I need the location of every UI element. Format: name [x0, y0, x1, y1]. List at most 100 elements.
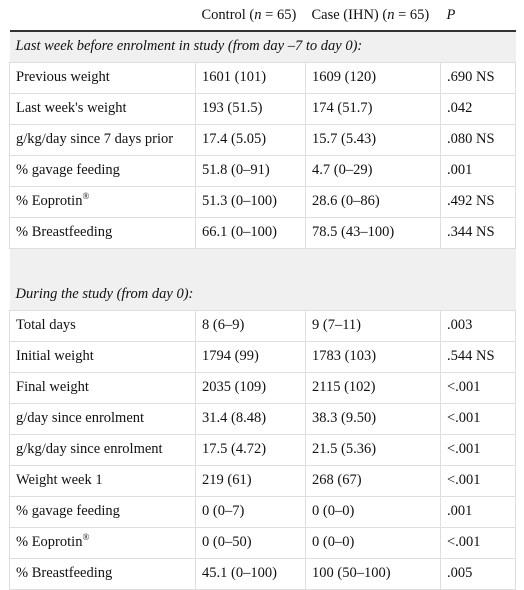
control-value: 17.4 (5.05) [195, 124, 306, 156]
case-value: 2115 (102) [305, 372, 441, 404]
p-value: .001 [440, 155, 516, 187]
p-value: <.001 [440, 434, 516, 466]
row-label: % Breastfeeding [9, 558, 196, 590]
table-row: Initial weight 1794 (99) 1783 (103) .544 NS [9, 341, 516, 373]
table-row: Weight week 1 219 (61) 268 (67) <.001 [9, 465, 516, 497]
header-control-suffix: = 65) [261, 6, 297, 23]
table-row: Final weight 2035 (109) 2115 (102) <.001 [9, 372, 516, 404]
p-value: .042 [440, 93, 516, 125]
row-label: % gavage feeding [9, 155, 196, 187]
table-header: Control (n = 65) Case (IHN) (n = 65) P [9, 0, 516, 32]
control-value: 1794 (99) [195, 341, 306, 373]
p-value: .344 NS [440, 217, 516, 249]
case-value: 38.3 (9.50) [305, 403, 441, 435]
row-label: % Eoprotin® [9, 527, 196, 559]
table-row: % Breastfeeding 45.1 (0–100) 100 (50–100).… [9, 558, 516, 590]
section-title: During the study (from day 0): [9, 279, 516, 311]
p-value: .080 NS [440, 124, 516, 156]
case-value: 0 (0–0) [305, 527, 441, 559]
row-label-text: g/kg/day since enrolment [16, 441, 163, 457]
case-value: 0 (0–0) [305, 496, 441, 528]
results-table: Control (n = 65) Case (IHN) (n = 65) P L… [9, 0, 516, 590]
case-value: 15.7 (5.43) [305, 124, 441, 156]
table-row: % Breastfeeding 66.1 (0–100) 78.5 (43–100)… [9, 217, 516, 249]
control-value: 31.4 (8.48) [195, 403, 306, 435]
row-label: % gavage feeding [9, 496, 196, 528]
table-body: Last week before enrolment in study (fro… [9, 31, 516, 590]
case-value: 1609 (120) [305, 62, 441, 94]
p-value: <.001 [440, 372, 516, 404]
table-row: Total days 8 (6–9) 9 (7–11) .003 [9, 310, 516, 342]
row-label-text: % gavage feeding [16, 162, 120, 178]
case-value: 1783 (103) [305, 341, 441, 373]
control-value: 45.1 (0–100) [195, 558, 306, 590]
row-label: Total days [9, 310, 196, 342]
registered-mark: ® [82, 191, 90, 201]
case-value: 268 (67) [305, 465, 441, 497]
case-value: 21.5 (5.36) [305, 434, 441, 466]
row-label-text: % Eoprotin [16, 534, 83, 550]
p-value: .001 [440, 496, 516, 528]
header-label-column [9, 0, 196, 32]
case-value: 100 (50–100) [305, 558, 441, 590]
row-label-text: % Breastfeeding [16, 565, 113, 581]
section-spacer [9, 248, 516, 279]
control-value: 193 (51.5) [195, 93, 306, 125]
case-value: 9 (7–11) [305, 310, 441, 342]
header-case: Case (IHN) (n = 65) [305, 0, 441, 32]
header-case-n: n [387, 6, 395, 23]
row-label: Final weight [9, 372, 196, 404]
header-control-n: n [254, 6, 262, 23]
row-label: g/kg/day since enrolment [9, 434, 196, 466]
case-value: 28.6 (0–86) [305, 186, 441, 218]
header-row: Control (n = 65) Case (IHN) (n = 65) P [9, 0, 516, 32]
table-row: % gavage feeding 0 (0–7) 0 (0–0) .001 [9, 496, 516, 528]
control-value: 1601 (101) [195, 62, 306, 94]
table-row: % Eoprotin® 51.3 (0–100) 28.6 (0–86) .492 N… [9, 186, 516, 218]
control-value: 219 (61) [195, 465, 306, 497]
row-label: Last week's weight [9, 93, 196, 125]
control-value: 51.3 (0–100) [195, 186, 306, 218]
table-row: Previous weight 1601 (101) 1609 (120) .690 … [9, 62, 516, 94]
case-value: 78.5 (43–100) [305, 217, 441, 249]
row-label-text: Initial weight [16, 348, 94, 364]
row-label: g/kg/day since 7 days prior [9, 124, 196, 156]
section-header-row: Last week before enrolment in study (fro… [9, 31, 516, 63]
table-row: % gavage feeding 51.8 (0–91) 4.7 (0–29) .00… [9, 155, 516, 187]
section-title: Last week before enrolment in study (fro… [9, 31, 516, 63]
row-label-text: g/kg/day since 7 days prior [16, 131, 174, 147]
table-row: g/kg/day since enrolment 17.5 (4.72) 21.5 … [9, 434, 516, 466]
section-header-row: During the study (from day 0): [9, 279, 516, 311]
row-label-text: g/day since enrolment [16, 410, 145, 426]
p-value: <.001 [440, 465, 516, 497]
spacer-cell [9, 248, 516, 279]
header-p-value: P [440, 0, 516, 32]
p-value: .005 [440, 558, 516, 590]
control-value: 0 (0–7) [195, 496, 306, 528]
case-value: 4.7 (0–29) [305, 155, 441, 187]
p-value: .544 NS [440, 341, 516, 373]
row-label-text: % gavage feeding [16, 503, 120, 519]
control-value: 51.8 (0–91) [195, 155, 306, 187]
row-label-text: Final weight [16, 379, 89, 395]
row-label: % Breastfeeding [9, 217, 196, 249]
control-value: 66.1 (0–100) [195, 217, 306, 249]
table-row: g/day since enrolment 31.4 (8.48) 38.3 (9.… [9, 403, 516, 435]
header-case-prefix: Case (IHN) ( [311, 6, 388, 23]
header-case-suffix: = 65) [394, 6, 430, 23]
row-label: % Eoprotin® [9, 186, 196, 218]
registered-mark: ® [82, 532, 90, 542]
p-value: .492 NS [440, 186, 516, 218]
header-control-prefix: Control ( [201, 6, 255, 23]
table-row: g/kg/day since 7 days prior 17.4 (5.05) 15… [9, 124, 516, 156]
control-value: 8 (6–9) [195, 310, 306, 342]
row-label-text: Total days [16, 317, 76, 333]
row-label-text: % Eoprotin [16, 193, 83, 209]
row-label: g/day since enrolment [9, 403, 196, 435]
row-label-text: Last week's weight [16, 100, 127, 116]
p-value: <.001 [440, 527, 516, 559]
p-value: .690 NS [440, 62, 516, 94]
control-value: 17.5 (4.72) [195, 434, 306, 466]
p-value: <.001 [440, 403, 516, 435]
row-label: Previous weight [9, 62, 196, 94]
